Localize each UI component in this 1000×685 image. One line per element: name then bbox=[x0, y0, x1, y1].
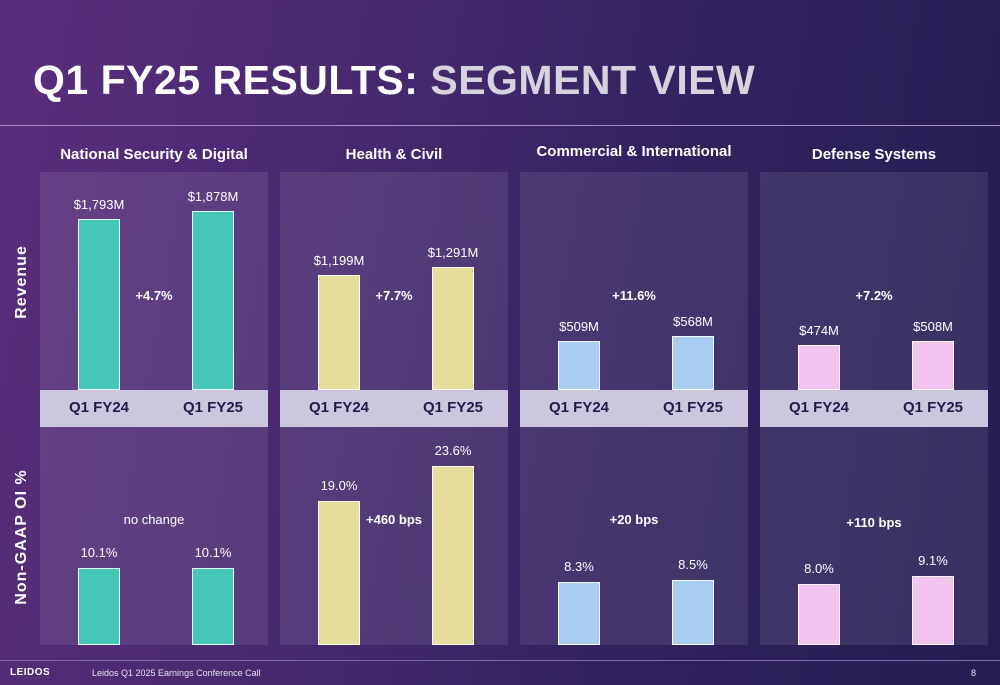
oi-change-label: +20 bps bbox=[609, 512, 659, 527]
period-label: Q1 FY24 bbox=[548, 399, 610, 416]
period-label: Q1 FY25 bbox=[662, 399, 724, 416]
segment-title-national-security-digital: National Security & Digital bbox=[60, 146, 248, 163]
revenue-value-label: $568M bbox=[673, 313, 713, 329]
revenue-value-label: $508M bbox=[913, 319, 953, 335]
leidos-logo: LEIDOS bbox=[10, 667, 51, 678]
oi-value-label: 8.3% bbox=[564, 558, 594, 574]
period-label: Q1 FY24 bbox=[68, 399, 130, 416]
revenue-value-label: $1,793M bbox=[73, 196, 125, 212]
revenue-value-label: $1,199M bbox=[313, 253, 365, 269]
period-label: Q1 FY25 bbox=[902, 399, 964, 416]
oi-bar bbox=[78, 568, 120, 645]
revenue-bar bbox=[318, 275, 360, 390]
title-divider bbox=[0, 125, 1000, 126]
period-label: Q1 FY25 bbox=[422, 399, 484, 416]
oi-value-label: 19.0% bbox=[320, 477, 358, 493]
revenue-bar bbox=[672, 335, 714, 390]
revenue-change-label: +4.7% bbox=[135, 288, 173, 303]
oi-change-label: no change bbox=[123, 512, 185, 527]
period-label: Q1 FY24 bbox=[788, 399, 850, 416]
period-label-band bbox=[40, 390, 268, 427]
period-label-band bbox=[280, 390, 508, 427]
footer-divider bbox=[0, 660, 1000, 661]
oi-bar bbox=[798, 584, 840, 645]
oi-bar bbox=[912, 575, 954, 645]
row-label-revenue: Revenue bbox=[13, 245, 30, 319]
period-label: Q1 FY25 bbox=[182, 399, 244, 416]
revenue-value-label: $474M bbox=[799, 322, 839, 338]
page-number: 8 bbox=[971, 668, 977, 678]
segment-title-health-civil: Health & Civil bbox=[345, 146, 443, 163]
revenue-bar bbox=[432, 266, 474, 390]
revenue-value-label: $1,878M bbox=[187, 188, 239, 204]
oi-bar bbox=[558, 581, 600, 645]
revenue-value-label: $509M bbox=[559, 319, 599, 335]
title-part-1: Q1 FY25 RESULTS: bbox=[33, 57, 419, 103]
revenue-bar bbox=[78, 218, 120, 390]
oi-bar bbox=[672, 580, 714, 645]
oi-value-label: 9.1% bbox=[918, 552, 948, 568]
revenue-change-label: +7.2% bbox=[855, 288, 893, 303]
revenue-bar bbox=[912, 341, 954, 390]
oi-change-label: +110 bps bbox=[846, 515, 902, 530]
revenue-change-label: +7.7% bbox=[375, 288, 413, 303]
oi-bar bbox=[192, 568, 234, 645]
period-label: Q1 FY24 bbox=[308, 399, 370, 416]
revenue-bar bbox=[558, 341, 600, 390]
oi-value-label: 10.1% bbox=[194, 545, 232, 561]
segment-title-commercial-international: Commercial & International bbox=[536, 143, 732, 160]
oi-value-label: 8.0% bbox=[804, 561, 834, 577]
segment-title-defense-systems: Defense Systems bbox=[811, 146, 937, 163]
oi-value-label: 10.1% bbox=[80, 545, 118, 561]
revenue-value-label: $1,291M bbox=[427, 244, 479, 260]
revenue-change-label: +11.6% bbox=[612, 288, 656, 303]
oi-change-label: +460 bps bbox=[365, 512, 423, 527]
oi-bar bbox=[318, 500, 360, 645]
period-label-band bbox=[760, 390, 988, 427]
oi-bar bbox=[432, 465, 474, 645]
page-title: Q1 FY25 RESULTS: SEGMENT VIEW bbox=[33, 56, 755, 104]
title-part-2: SEGMENT VIEW bbox=[430, 57, 756, 103]
row-label-oi: Non-GAAP OI % bbox=[13, 469, 30, 605]
revenue-bar bbox=[192, 210, 234, 390]
oi-value-label: 23.6% bbox=[434, 442, 472, 458]
oi-value-label: 8.5% bbox=[678, 557, 708, 573]
revenue-bar bbox=[798, 344, 840, 390]
period-label-band bbox=[520, 390, 748, 427]
footer-text: Leidos Q1 2025 Earnings Conference Call bbox=[92, 668, 261, 678]
